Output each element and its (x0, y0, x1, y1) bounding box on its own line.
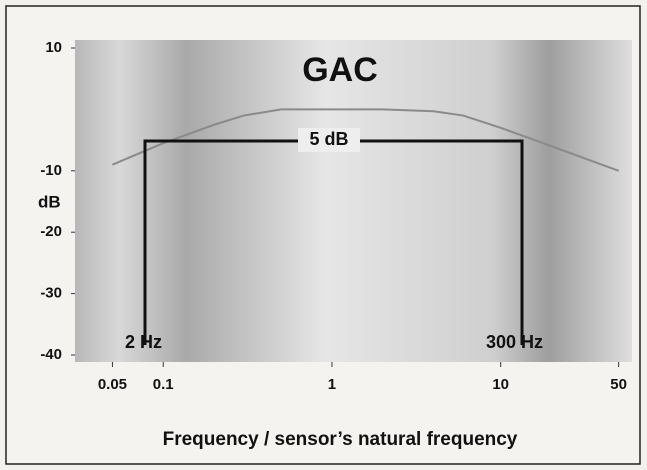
line (112, 108, 619, 172)
y-tick-label: -10 (40, 162, 62, 179)
label-bg (298, 128, 360, 152)
y-tick-label: -40 (40, 346, 62, 363)
x-tick-label: 0.05 (98, 376, 127, 393)
plot-area (75, 40, 632, 362)
x-tick-label: 50 (610, 376, 627, 393)
annotation: 5 dB (309, 129, 348, 149)
x-axis-label: Frequency / sensor’s natural frequency (163, 429, 518, 450)
annotation: 2 Hz (125, 332, 162, 352)
y-tick-label: -30 (40, 285, 62, 302)
annotation: 300 Hz (486, 332, 543, 352)
y-axis-label: dB (38, 192, 61, 211)
x-tick-label: 0.1 (153, 376, 174, 393)
x-tick-label: 10 (492, 376, 509, 393)
y-tick-label: -20 (40, 223, 62, 240)
chart-title: GAC (302, 51, 378, 89)
y-tick-label: 10 (45, 39, 62, 56)
x-tick-label: 1 (328, 376, 336, 393)
